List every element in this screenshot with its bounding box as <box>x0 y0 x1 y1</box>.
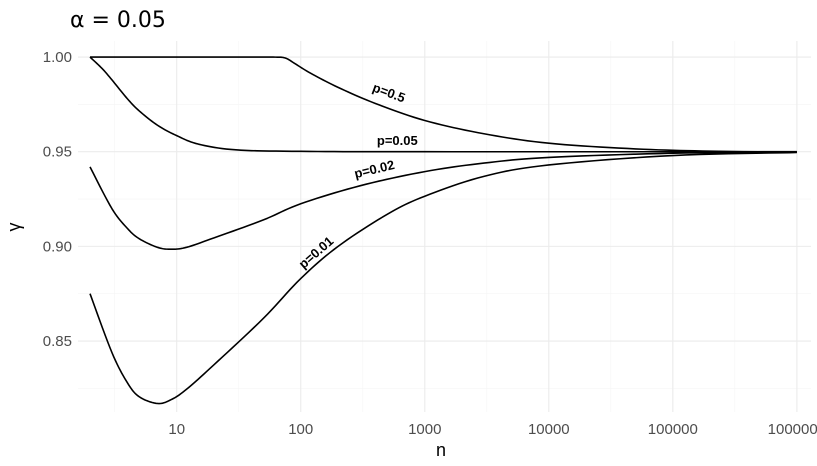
x-tick-label-4: 100000 <box>648 421 698 438</box>
series-line-p-0-5 <box>90 56 797 153</box>
minor-gridlines <box>78 41 811 412</box>
major-gridlines <box>78 41 811 412</box>
chart-title: α = 0.05 <box>70 8 166 33</box>
y-tick-label-2: 0.95 <box>43 144 72 161</box>
y-axis-title: γ <box>4 223 24 232</box>
series-layer <box>89 56 797 405</box>
x-tick-label-0: 10 <box>168 421 185 438</box>
curve-label-p-0-5: p=0.5 <box>371 80 408 106</box>
curve-label-p-0-05: p=0.05 <box>377 133 418 148</box>
series-line-p-0-01 <box>89 151 797 405</box>
x-tick-label-3: 10000 <box>528 421 570 438</box>
x-axis-title: n <box>436 440 446 460</box>
y-tick-label-3: 1.00 <box>43 49 72 66</box>
y-tick-label-1: 0.90 <box>43 238 72 255</box>
x-tick-label-2: 1000 <box>408 421 441 438</box>
series-line-p-0-05 <box>89 56 797 153</box>
curve-labels: p=0.5p=0.05p=0.02p=0.01 <box>296 80 418 272</box>
y-tick-label-0: 0.85 <box>43 333 72 350</box>
series-line-p-0-02 <box>89 151 797 251</box>
x-tick-label-1: 100 <box>288 421 313 438</box>
curve-label-p-0-02: p=0.02 <box>353 157 396 181</box>
